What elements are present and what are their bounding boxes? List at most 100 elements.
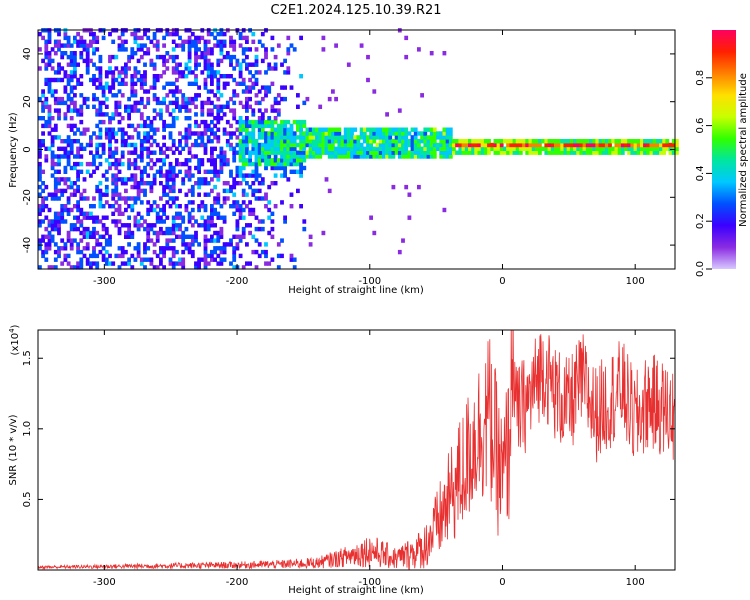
spectrogram-cell bbox=[608, 142, 612, 148]
spectrogram-cell bbox=[152, 249, 157, 255]
spectrogram-cell bbox=[187, 127, 192, 132]
spectrogram-cell bbox=[38, 47, 42, 52]
spectrogram-cell bbox=[63, 177, 68, 182]
spectrogram-cell bbox=[155, 74, 160, 79]
spectrogram-cell bbox=[194, 96, 198, 102]
spectrogram-cell bbox=[222, 200, 227, 205]
spectrogram-cell bbox=[175, 249, 179, 255]
spectrogram-cell bbox=[41, 207, 45, 213]
spectrogram-cell bbox=[124, 223, 128, 228]
spectrogram-cell bbox=[503, 146, 507, 151]
spectrogram-cell bbox=[257, 131, 262, 136]
spectrogram-cell bbox=[155, 96, 160, 102]
spectrogram-cell bbox=[143, 123, 147, 129]
spectrogram-cell bbox=[184, 127, 189, 132]
spectrogram-cell bbox=[229, 74, 233, 79]
spectrogram-cell bbox=[604, 150, 609, 155]
spectrogram-cell bbox=[410, 154, 415, 159]
spectrogram-cell bbox=[82, 246, 87, 251]
spectrogram-cell bbox=[241, 146, 246, 151]
spectrogram-cell bbox=[69, 184, 74, 190]
spectrogram-cell bbox=[69, 192, 74, 197]
spectrogram-cell bbox=[104, 112, 109, 117]
spectrogram-cell bbox=[321, 35, 326, 41]
spectrogram-cell bbox=[203, 177, 208, 182]
spectrogram-cell bbox=[270, 47, 275, 52]
spectrogram-cell bbox=[254, 265, 259, 270]
spectrogram-cell bbox=[391, 146, 396, 151]
spectrogram-cell bbox=[506, 139, 510, 144]
spectrogram-cell bbox=[133, 184, 138, 190]
spectrogram-cell bbox=[346, 146, 351, 151]
spectrogram-cell bbox=[219, 43, 224, 48]
spectrogram-cell bbox=[187, 242, 192, 247]
spectrogram-cell bbox=[171, 58, 176, 64]
spectrogram-cell bbox=[359, 131, 364, 136]
spectrogram-cell bbox=[194, 58, 198, 64]
spectrogram-cell bbox=[280, 85, 284, 90]
spectrogram-cell bbox=[385, 154, 389, 159]
spectrogram-cell bbox=[187, 58, 192, 64]
spectrogram-cell bbox=[98, 219, 103, 224]
spectrogram-cell bbox=[210, 253, 214, 259]
spectrogram-cell bbox=[289, 257, 294, 262]
spectrogram-cell bbox=[378, 127, 383, 132]
spectrogram-cell bbox=[640, 142, 644, 148]
spectrogram-cell bbox=[139, 81, 144, 86]
spectrogram-cell bbox=[79, 146, 84, 151]
spectrogram-cell bbox=[47, 207, 52, 213]
spectrogram-cell bbox=[229, 108, 233, 113]
spectrogram-cell bbox=[407, 142, 412, 148]
spectrogram-cell bbox=[181, 161, 186, 167]
spectrogram-cell bbox=[159, 230, 163, 236]
spectrogram-cell bbox=[241, 142, 246, 148]
spectrogram-cell bbox=[245, 39, 249, 44]
spectrogram-cell bbox=[139, 35, 144, 41]
spectrogram-cell bbox=[47, 131, 52, 136]
spectrogram-cell bbox=[111, 211, 116, 216]
spectrogram-cell bbox=[162, 35, 166, 41]
spectrogram-cell bbox=[369, 142, 373, 148]
spectrogram-cell bbox=[175, 85, 179, 90]
spectrogram-cell bbox=[324, 146, 329, 151]
spectrogram-cell bbox=[124, 66, 128, 71]
spectrogram-cell bbox=[614, 142, 619, 148]
spectrogram-cell bbox=[162, 158, 166, 163]
spectrogram-cell bbox=[213, 146, 217, 151]
spectrogram-cell bbox=[283, 150, 287, 155]
spectrogram-cell bbox=[299, 161, 303, 167]
spectrogram-cell bbox=[248, 123, 252, 129]
spectrogram-cell bbox=[184, 66, 189, 71]
spectrogram-cell bbox=[178, 257, 182, 262]
spectrogram-cell bbox=[108, 161, 112, 167]
spectrogram-cell bbox=[216, 135, 221, 140]
spectrogram-cell bbox=[178, 161, 182, 167]
spectrogram-cell bbox=[429, 146, 434, 151]
spectrogram-cell bbox=[44, 257, 49, 262]
spectrogram-cell bbox=[98, 54, 103, 60]
spectrogram-cell bbox=[331, 135, 335, 140]
spectrogram-cell bbox=[117, 207, 122, 213]
spectrogram-cell bbox=[143, 192, 147, 197]
spectrogram-cell bbox=[620, 142, 625, 148]
spectrogram-cell bbox=[554, 146, 558, 151]
spectrogram-cell bbox=[340, 154, 345, 159]
spectrogram-cell bbox=[152, 161, 157, 167]
spectrogram-cell bbox=[264, 51, 268, 56]
spectrogram-cell bbox=[82, 43, 87, 48]
spectrogram-cell bbox=[270, 226, 275, 232]
spectrogram-cell bbox=[175, 158, 179, 163]
spectrogram-cell bbox=[210, 74, 214, 79]
spectrogram-cell bbox=[210, 154, 214, 159]
spectrogram-cell bbox=[69, 62, 74, 67]
spectrogram-cell bbox=[120, 161, 125, 167]
spectrogram-cell bbox=[85, 62, 90, 67]
spectrogram-cell bbox=[95, 146, 100, 151]
spectrogram-cell bbox=[624, 146, 628, 151]
spectrogram-cell bbox=[187, 146, 192, 151]
spectrogram-cell bbox=[162, 135, 166, 140]
spectrogram-cell bbox=[44, 81, 49, 86]
spectrogram-cell bbox=[331, 150, 335, 155]
spectrogram-cell bbox=[69, 150, 74, 155]
